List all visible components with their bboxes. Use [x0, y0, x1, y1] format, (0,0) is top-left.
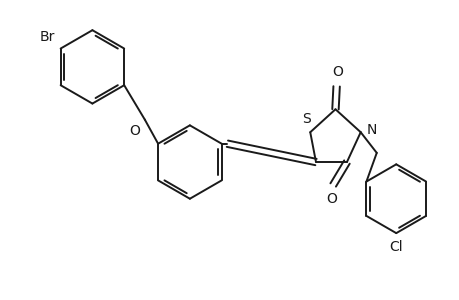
Text: O: O	[331, 65, 342, 80]
Text: Cl: Cl	[389, 240, 402, 254]
Text: S: S	[302, 112, 311, 127]
Text: N: N	[366, 123, 376, 137]
Text: Br: Br	[39, 30, 55, 44]
Text: O: O	[326, 192, 337, 206]
Text: O: O	[129, 124, 140, 138]
